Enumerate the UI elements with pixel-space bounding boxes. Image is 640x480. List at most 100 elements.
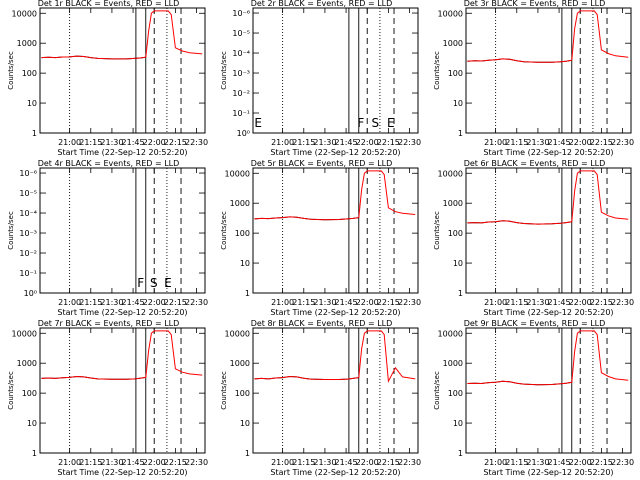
chart-title: Det 9r BLACK = Events, RED = LLD (464, 319, 606, 328)
x-tick-label: 22:30 (611, 138, 634, 147)
x-tick-label: 21:00 (484, 138, 507, 147)
series-line (254, 170, 416, 221)
plot-area (467, 10, 629, 63)
panel: Det 2r BLACK = Events, RED = LLD Start Ti… (220, 0, 421, 157)
series-line (254, 330, 416, 383)
x-tick-label: 22:00 (356, 138, 379, 147)
x-tick-label: 22:15 (377, 298, 400, 307)
x-tick-label: 21:45 (122, 298, 145, 307)
series-line (41, 330, 203, 380)
y-tick-label: 10⁻⁴ (19, 209, 37, 218)
y-tick-label: 1000 (443, 359, 463, 368)
x-tick-label: 21:45 (548, 458, 571, 467)
x-axis-label: Start Time (22-Sep-12 20:52:20) (57, 308, 187, 317)
panel: Det 6r BLACK = Events, RED = LLD Start Ti… (433, 159, 634, 317)
y-tick-label: 100 (22, 389, 37, 398)
plot-frame (252, 7, 419, 134)
panel: Det 8r BLACK = Events, RED = LLD Start Ti… (220, 319, 421, 477)
panel: Det 5r BLACK = Events, RED = LLD Start Ti… (220, 159, 421, 317)
chart-title: Det 6r BLACK = Events, RED = LLD (464, 159, 606, 168)
series-line (467, 170, 629, 225)
x-tick-label: 21:00 (58, 458, 81, 467)
y-tick-label: 10000 (438, 9, 463, 18)
panel: Det 4r BLACK = Events, RED = LLD Start Ti… (7, 159, 208, 317)
y-tick-label: 1 (245, 449, 250, 458)
x-tick-label: 22:30 (398, 138, 421, 147)
y-tick-label: 1 (32, 449, 37, 458)
y-tick-label: 1 (458, 449, 463, 458)
y-tick-label: 10 (27, 99, 37, 108)
y-tick-label: 1000 (17, 359, 37, 368)
x-tick-label: 22:00 (143, 298, 166, 307)
x-axis-label: Start Time (22-Sep-12 20:52:20) (57, 468, 187, 477)
x-tick-label: 21:15 (505, 458, 528, 467)
y-tick-label: 1 (458, 129, 463, 138)
y-tick-label: 10000 (225, 329, 250, 338)
x-tick-label: 22:30 (185, 298, 208, 307)
x-axis-label: Start Time (22-Sep-12 20:52:20) (483, 148, 613, 157)
y-axis-label: Counts/sec (220, 371, 228, 410)
x-tick-label: 22:00 (569, 458, 592, 467)
y-tick-label: 10⁻¹ (232, 109, 250, 118)
plot-frame (39, 167, 206, 294)
x-tick-label: 22:15 (164, 458, 187, 467)
plot-area (41, 10, 203, 60)
y-tick-label: 10⁻¹ (19, 269, 37, 278)
plot-frame (39, 327, 206, 454)
x-tick-label: 21:30 (526, 138, 549, 147)
y-axis-label: Counts/sec (7, 211, 15, 250)
x-axis-label: Start Time (22-Sep-12 20:52:20) (57, 148, 187, 157)
x-tick-label: 21:30 (526, 458, 549, 467)
chart-title: Det 8r BLACK = Events, RED = LLD (251, 319, 393, 328)
y-tick-label: 100 (448, 229, 463, 238)
x-tick-label: 21:15 (79, 138, 102, 147)
plot-frame (252, 327, 419, 454)
chart-title: Det 4r BLACK = Events, RED = LLD (38, 159, 180, 168)
y-axis-label: Counts/sec (7, 51, 15, 90)
plot-frame (465, 7, 632, 134)
series-line (41, 10, 203, 60)
x-axis-label: Start Time (22-Sep-12 20:52:20) (270, 308, 400, 317)
panel: Det 9r BLACK = Events, RED = LLD Start Ti… (433, 319, 634, 477)
x-tick-label: 21:45 (335, 138, 358, 147)
y-tick-label: 1 (32, 129, 37, 138)
y-axis-label: Counts/sec (433, 211, 441, 250)
plot-area (254, 170, 416, 221)
plot-area (41, 330, 203, 380)
x-tick-label: 21:45 (335, 458, 358, 467)
plot-area (254, 330, 416, 383)
plot-area (467, 170, 629, 225)
plot-frame (252, 167, 419, 294)
plot-area (467, 330, 629, 386)
x-tick-label: 21:30 (313, 458, 336, 467)
panel: Det 3r BLACK = Events, RED = LLD Start Ti… (433, 0, 634, 157)
y-tick-label: 10⁻⁶ (232, 9, 250, 18)
y-tick-label: 1000 (230, 199, 250, 208)
x-tick-label: 22:30 (398, 458, 421, 467)
x-tick-label: 21:45 (548, 298, 571, 307)
plot-frame (39, 7, 206, 134)
x-tick-label: 22:15 (377, 458, 400, 467)
x-tick-label: 21:15 (505, 138, 528, 147)
x-tick-label: 21:15 (292, 458, 315, 467)
y-tick-label: 1 (245, 289, 250, 298)
chart-title: Det 1r BLACK = Events, RED = LLD (38, 0, 180, 8)
x-tick-label: 22:00 (569, 298, 592, 307)
annotation: F (137, 276, 144, 290)
y-tick-label: 10⁰ (237, 129, 250, 138)
x-tick-label: 21:15 (505, 298, 528, 307)
x-tick-label: 21:15 (79, 458, 102, 467)
x-tick-label: 21:45 (335, 298, 358, 307)
y-tick-label: 10⁻³ (232, 69, 250, 78)
y-tick-label: 10⁻⁵ (19, 189, 37, 198)
y-axis-label: Counts/sec (433, 51, 441, 90)
annotation: S (371, 116, 379, 130)
x-tick-label: 22:00 (356, 458, 379, 467)
y-tick-label: 10 (27, 419, 37, 428)
y-tick-label: 100 (448, 389, 463, 398)
x-tick-label: 21:45 (122, 138, 145, 147)
x-tick-label: 22:30 (611, 458, 634, 467)
x-tick-label: 22:30 (185, 138, 208, 147)
y-tick-label: 10000 (12, 9, 37, 18)
x-tick-label: 22:15 (164, 298, 187, 307)
